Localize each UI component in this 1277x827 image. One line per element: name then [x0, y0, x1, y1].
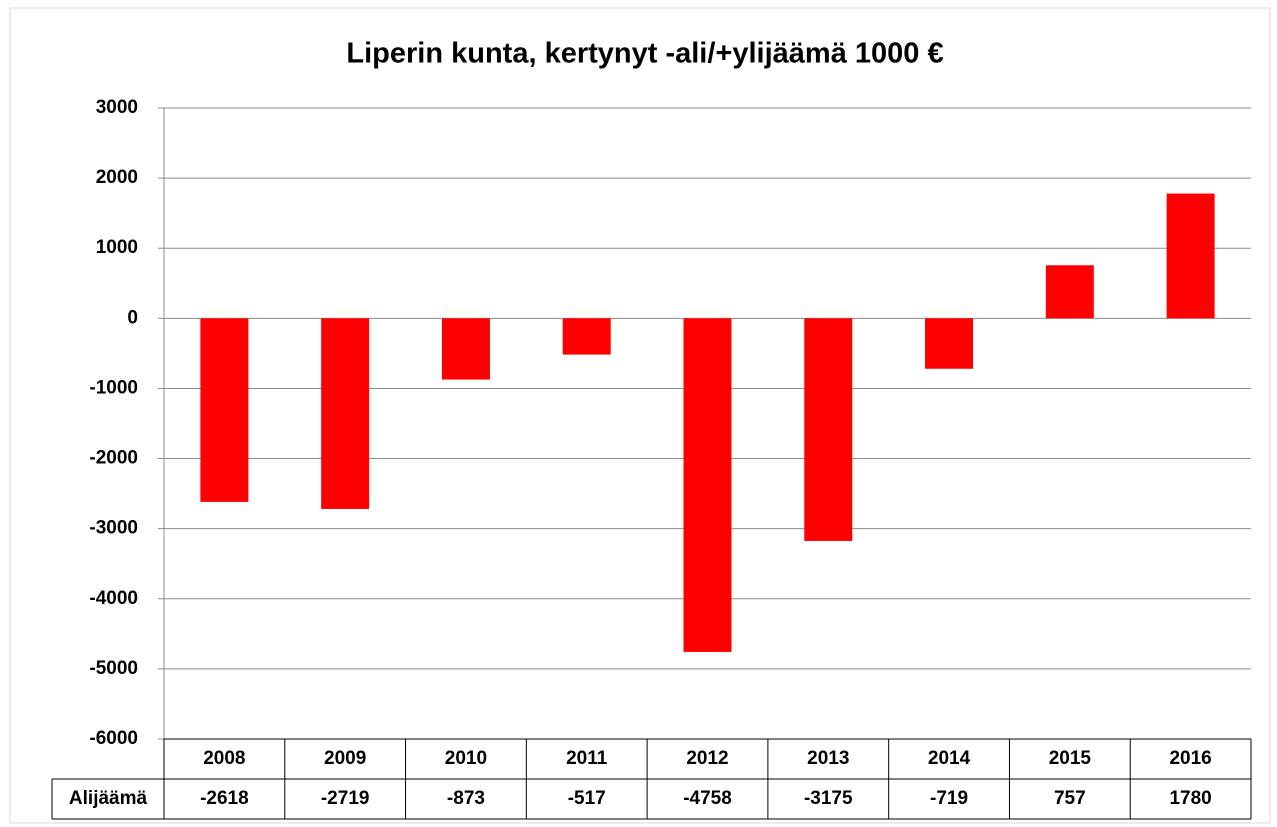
- bar: [321, 318, 370, 509]
- y-tick-label: 0: [127, 307, 138, 328]
- table-value: -873: [447, 788, 485, 809]
- x-tick-label: 2016: [1169, 748, 1211, 769]
- y-tick-label: 1000: [96, 237, 138, 258]
- x-tick-label: 2009: [324, 748, 366, 769]
- bar: [562, 318, 611, 355]
- x-tick-label: 2013: [807, 748, 849, 769]
- table-value: -517: [568, 788, 606, 809]
- bar: [683, 318, 732, 652]
- table-value: -2618: [200, 788, 249, 809]
- x-tick-label: 2015: [1049, 748, 1092, 769]
- chart-title: Liperin kunta, kertynyt -ali/+ylijäämä 1…: [346, 38, 943, 70]
- x-tick-label: 2012: [686, 748, 728, 769]
- table-value: 1780: [1169, 788, 1211, 809]
- bar: [441, 318, 490, 380]
- bar: [804, 318, 853, 541]
- bar: [1045, 265, 1094, 319]
- bar: [200, 318, 249, 502]
- table-value: -2719: [321, 788, 370, 809]
- y-tick-label: -1000: [89, 377, 138, 398]
- x-tick-label: 2008: [203, 748, 245, 769]
- table-value: 757: [1054, 788, 1086, 809]
- y-tick-label: -5000: [89, 658, 138, 679]
- x-tick-label: 2011: [566, 748, 608, 769]
- x-tick-label: 2014: [928, 748, 971, 769]
- bar: [925, 318, 974, 369]
- y-tick-label: -2000: [89, 448, 138, 469]
- y-tick-label: 2000: [96, 167, 138, 188]
- legend-label: Alijäämä: [69, 788, 148, 809]
- table-value: -719: [930, 788, 968, 809]
- y-tick-label: -6000: [89, 728, 138, 749]
- y-tick-label: -3000: [89, 518, 138, 539]
- chart-border: [9, 7, 1271, 824]
- bar: [1166, 193, 1215, 319]
- y-tick-label: -4000: [89, 588, 138, 609]
- x-tick-label: 2010: [445, 748, 487, 769]
- table-value: -3175: [804, 788, 853, 809]
- table-value: -4758: [683, 788, 732, 809]
- y-tick-label: 3000: [96, 97, 138, 118]
